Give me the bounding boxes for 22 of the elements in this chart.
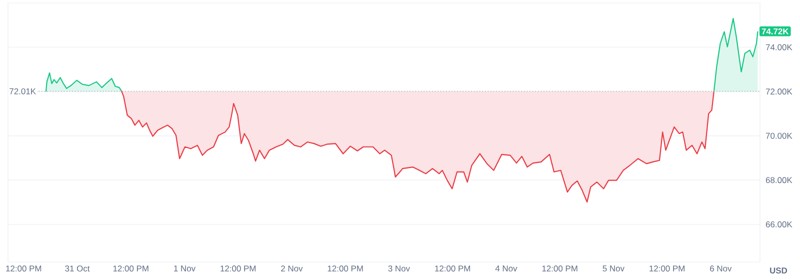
x-tick-label: 1 Nov (174, 266, 196, 272)
x-tick-label: 12:00 PM (6, 266, 42, 272)
x-tick-label: 6 Nov (710, 266, 732, 272)
x-tick-label: 31 Oct (65, 266, 90, 272)
y-tick-label: 66.00K (766, 221, 792, 228)
x-tick-label: 2 Nov (281, 266, 303, 272)
ref-line-label: 72.01K (10, 88, 36, 94)
x-tick-label: 12:00 PM (328, 266, 363, 272)
annotation: 74.72K (762, 28, 789, 34)
y-axis-title: USD (770, 268, 788, 274)
x-tick-label: 12:00 PM (220, 266, 256, 272)
x-tick-label: 12:00 PM (113, 266, 148, 272)
x-tick-label: 12:00 PM (650, 266, 684, 272)
y-tick-label: 68.00K (766, 177, 792, 184)
y-tick-label: 72.00K (766, 88, 792, 95)
x-tick-label: 3 Nov (388, 266, 410, 272)
x-tick-label: 4 Nov (495, 266, 518, 272)
y-tick-label: 74.00K (766, 44, 792, 50)
x-tick-label: 5 Nov (602, 266, 624, 272)
y-tick-label: 70.00K (766, 132, 792, 139)
x-tick-label: 12:00 PM (435, 266, 470, 272)
x-tick-label: 12:00 PM (542, 266, 578, 272)
